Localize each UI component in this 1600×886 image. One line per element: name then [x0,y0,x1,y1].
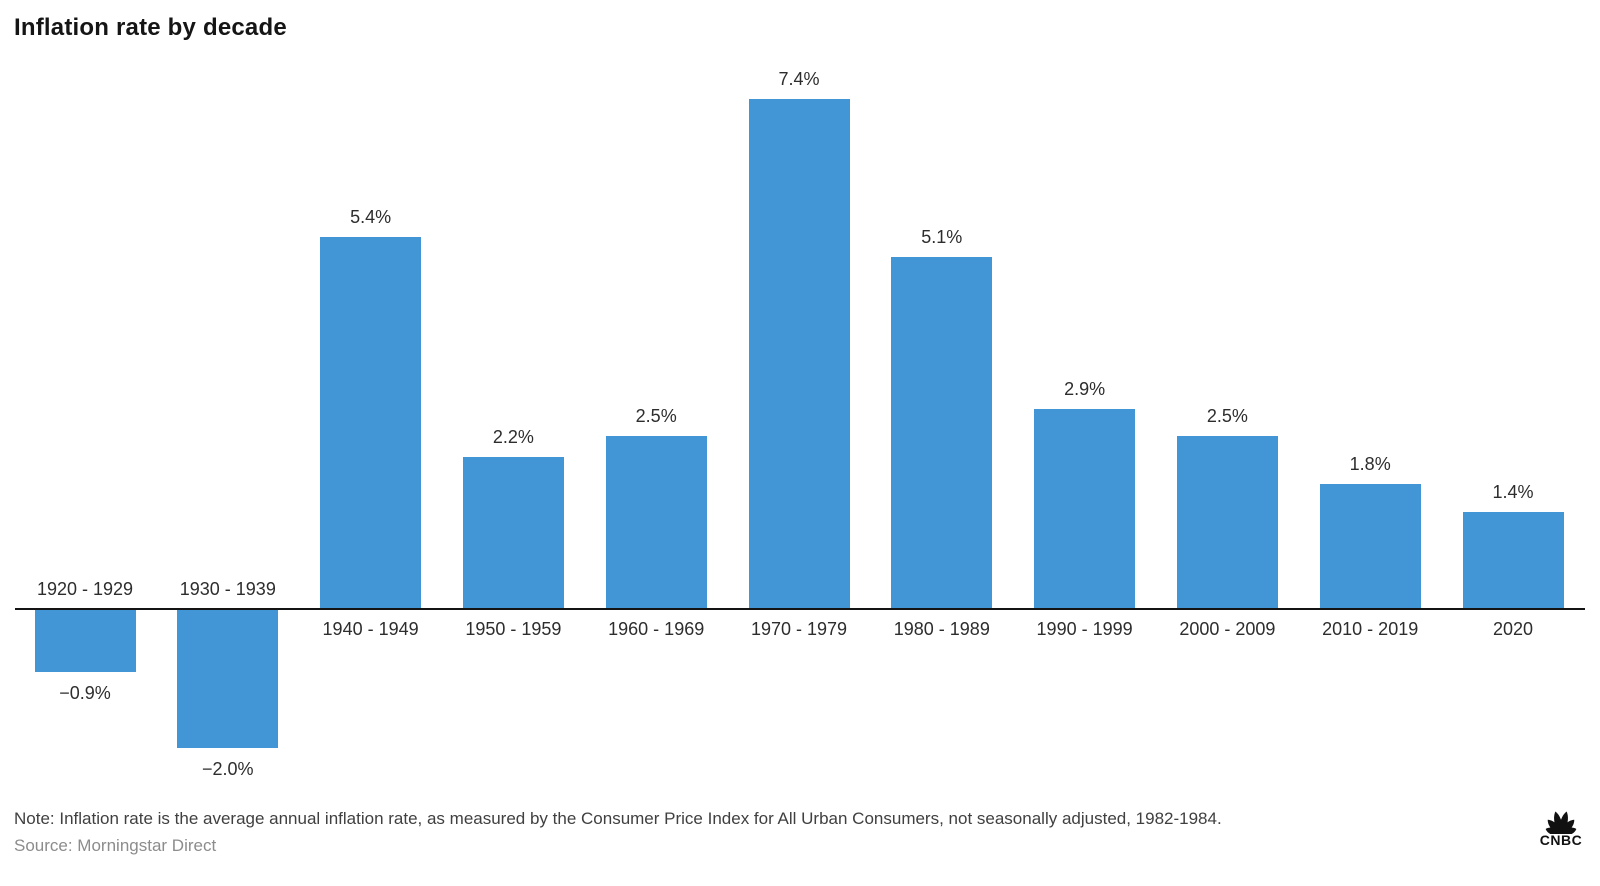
bar-1960-1969 [605,436,707,608]
bar-1980-1989 [891,257,993,608]
bar-1990-1999 [1034,408,1136,608]
bar-2020 [1462,511,1564,608]
bar-category-label: 1970 - 1979 [750,619,848,639]
bar-value-label: 2.9% [1064,378,1106,399]
bar-value-label: −2.0% [202,758,254,779]
cnbc-peacock-icon [1545,811,1577,834]
bar-value-label: 5.1% [921,227,963,248]
bar-2000-2009 [1176,436,1278,608]
bar-value-label: 5.4% [350,206,392,227]
bar-2010-2019 [1319,484,1421,608]
bar-1940-1949 [320,236,422,608]
bar-1930-1939 [177,610,279,748]
bar-category-label: 1930 - 1939 [179,579,276,599]
bar-category-label: 1950 - 1959 [465,619,562,639]
bar-1920-1929 [34,610,136,672]
bar-category-label: 2000 - 2009 [1179,619,1276,639]
bar-category-label: 1920 - 1929 [36,579,134,599]
bar-value-label: 1.8% [1349,454,1391,475]
footnote: Note: Inflation rate is the average annu… [14,809,1222,828]
bar-category-label: 1940 - 1949 [322,619,419,639]
bar-category-label: 2010 - 2019 [1322,619,1419,639]
x-axis-line [15,608,1585,610]
bar-value-label: −0.9% [59,682,111,703]
bar-value-label: 2.2% [492,426,534,447]
source-credit: Source: Morningstar Direct [14,836,217,855]
bar-chart: −0.9% 1920 - 1929 −2.0% 1930 - 1939 5.4% 1940… [15,68,1585,779]
chart-title: Inflation rate by decade [14,14,287,41]
bar-category-label: 1980 - 1989 [893,619,990,639]
bar-value-label: 1.4% [1492,481,1534,502]
cnbc-logo: CNBC [1532,806,1590,847]
bar-value-label: 7.4% [778,68,820,89]
cnbc-logo-text: CNBC [1539,832,1583,848]
bar-category-label: 2020 [1492,619,1534,639]
bar-category-label: 1960 - 1969 [608,619,705,639]
bar-value-label: 2.5% [635,406,677,426]
bar-1970-1979 [748,98,850,608]
bar-category-label: 1990 - 1999 [1036,619,1133,639]
bar-1950-1959 [462,456,564,608]
bar-value-label: 2.5% [1206,406,1248,426]
